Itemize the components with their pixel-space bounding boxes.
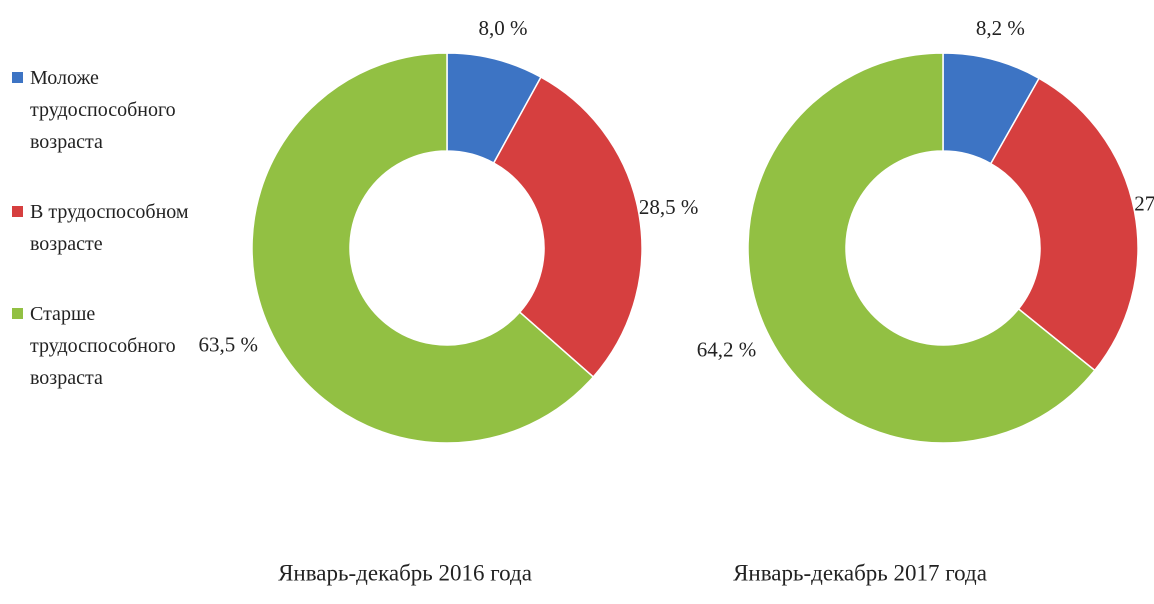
legend-label: В трудоспособном возрасте (30, 201, 189, 255)
data-label: 63,5 % (199, 333, 259, 357)
legend-item: Старше трудоспособного возраста (10, 298, 230, 394)
legend: Моложе трудоспособного возраста В трудосп… (10, 62, 230, 432)
data-label: 27,6 % (1134, 192, 1154, 216)
legend-label: Старше трудоспособного возраста (30, 303, 176, 389)
data-label: 8,0 % (478, 16, 527, 40)
legend-swatch (12, 308, 23, 319)
data-label: 28,5 % (639, 195, 699, 219)
chart-title: Январь-декабрь 2017 года (733, 560, 987, 585)
donut-segment (989, 77, 1139, 372)
chart-title: Январь-декабрь 2016 года (278, 560, 532, 585)
donut-segment (492, 76, 643, 379)
donut-segment (251, 52, 595, 444)
data-label: 64,2 % (697, 337, 757, 361)
legend-swatch (12, 72, 23, 83)
legend-label: Моложе трудоспособного возраста (30, 67, 176, 153)
legend-swatch (12, 206, 23, 217)
data-label: 8,2 % (976, 16, 1025, 40)
donut-segment (747, 52, 1096, 444)
legend-item: Моложе трудоспособного возраста (10, 62, 230, 158)
legend-item: В трудоспособном возрасте (10, 196, 230, 260)
